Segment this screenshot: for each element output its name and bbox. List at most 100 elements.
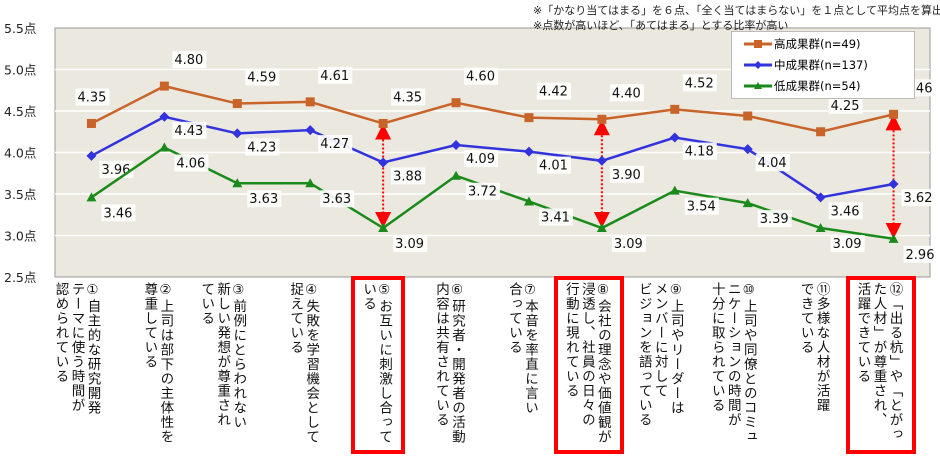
data-label-bg [538,208,573,226]
x-axis-label: ⑪多様な人材が活躍 できている [797,282,830,413]
legend-item-high: 高成果群(n=49) [744,36,861,52]
data-label-bg [391,167,426,185]
data-label: 4.35 [393,90,422,105]
data-point-triangle [815,223,826,233]
data-point-triangle [159,142,170,152]
data-label-bg [320,190,355,208]
data-label-bg [830,235,865,253]
data-label-bg [609,165,644,183]
data-label: 4.52 [685,76,714,91]
x-axis-label: ⑨上司やリーダーは メンバーに対して ビジョンを語っている [635,282,684,427]
data-label-bg [828,202,863,220]
data-point-triangle [378,223,389,233]
data-label: 4.25 [831,99,860,114]
data-label: 3.09 [395,237,424,252]
data-label: 3.90 [612,168,641,183]
data-label-bg [682,142,717,160]
data-label: 2.96 [906,248,935,263]
x-axis-label: ⑥研究者・開発者の活動 内容は共有されている [433,282,466,444]
data-point-square [305,97,315,107]
legend: 高成果群(n=49) 中成果群(n=137) 低成果群(n=54) [731,31,915,99]
data-point-triangle [86,192,97,202]
data-label: 3.63 [249,192,278,207]
legend-square-marker-icon [744,40,772,48]
data-label-bg [318,135,353,153]
data-label: 4.80 [174,53,203,68]
data-label-bg [684,197,719,215]
data-point-square [524,113,534,123]
data-label-bg [391,88,426,106]
data-label-bg [611,235,646,253]
data-point-square [378,118,388,128]
note-scoring: ※「かなり当てはまる」を６点、「全く当てはまらない」を１点として平均点を算出 [533,4,940,17]
highlight-box [351,276,406,454]
data-point-triangle [596,223,607,233]
data-label-bg [393,235,428,253]
data-label: 3.62 [904,191,933,206]
data-label-bg [318,66,353,84]
data-point-diamond [815,192,826,203]
data-point-diamond [888,179,899,190]
data-label-bg [466,182,501,200]
data-label-bg [464,67,499,85]
data-label-bg [172,121,207,139]
data-label: 4.09 [466,152,495,167]
data-point-diamond [232,128,243,139]
data-point-square [451,98,461,108]
data-point-triangle [669,185,680,195]
data-point-triangle [523,196,534,206]
data-point-triangle [232,178,243,188]
x-axis-label: ⑤お互いに刺激し合って いる [360,282,393,444]
data-label-bg [536,82,571,100]
x-axis-label: ⑦本音を率直に言い 合っている [505,282,538,415]
data-label-bg [828,96,863,114]
data-label-bg [755,154,790,172]
data-point-square [86,118,96,128]
data-point-diamond [742,144,753,155]
data-label-bg [247,190,282,208]
data-point-diamond [305,125,316,136]
data-label-bg [757,210,792,228]
data-label: 3.39 [760,212,789,227]
data-point-diamond [378,157,389,168]
data-label-bg [245,68,280,86]
data-label-bg [245,138,280,156]
data-label: 4.61 [320,69,349,84]
highlight-box [553,276,624,454]
x-axis-label: ②上司は部下の主体性を 尊重している [141,282,174,444]
data-label: 3.96 [101,163,130,178]
data-point-square [670,104,680,114]
data-label-bg [464,150,499,168]
data-point-diamond [86,150,97,161]
y-tick-label: 4.0点 [4,146,36,161]
data-point-square [816,127,826,137]
x-axis-label: ③前例にとらわれない 新しい発想が尊重され ている [198,282,247,430]
x-axis-label: ④失敗を学習機会として 捉えている [287,282,320,444]
data-label: 4.06 [176,157,205,172]
data-point-square [743,111,753,121]
data-point-square [597,114,607,124]
data-label: 3.54 [687,200,716,215]
data-point-diamond [669,132,680,143]
data-label: 4.40 [612,86,641,101]
data-label: 4.43 [174,124,203,139]
data-point-square [232,99,242,109]
data-label-bg [903,245,938,263]
y-tick-label: 3.0点 [4,229,36,244]
legend-item-mid: 中成果群(n=137) [744,57,868,73]
x-axis-label: ⑫「出る杭」や「とがっ た人材」が尊重され、 活躍できている [854,282,903,442]
data-label: 3.09 [614,237,643,252]
data-label-bg [75,88,110,106]
y-tick-label: 2.5点 [4,270,36,285]
x-axis-label: ⑧会社の理念や価値観が 浸透し、社員の日々の 行動に現れている [562,282,611,444]
note-interpretation: ※点数が高いほど、「あてはまる」とする比率が高い [533,19,789,32]
y-tick-label: 4.5点 [4,104,36,119]
data-label: 3.72 [468,185,497,200]
data-label: 3.63 [322,192,351,207]
data-label: 3.46 [103,206,132,221]
legend-label: 高成果群(n=49) [774,37,861,51]
x-axis-label: ⑩上司や同僚とのコミュ ニケーションの時間が 十分に取られている [708,282,757,444]
data-point-triangle [888,233,899,243]
x-axis-label: ①自主的な研究開発 テーマに使う時間が 認められている [52,282,101,415]
data-point-square [159,81,169,91]
